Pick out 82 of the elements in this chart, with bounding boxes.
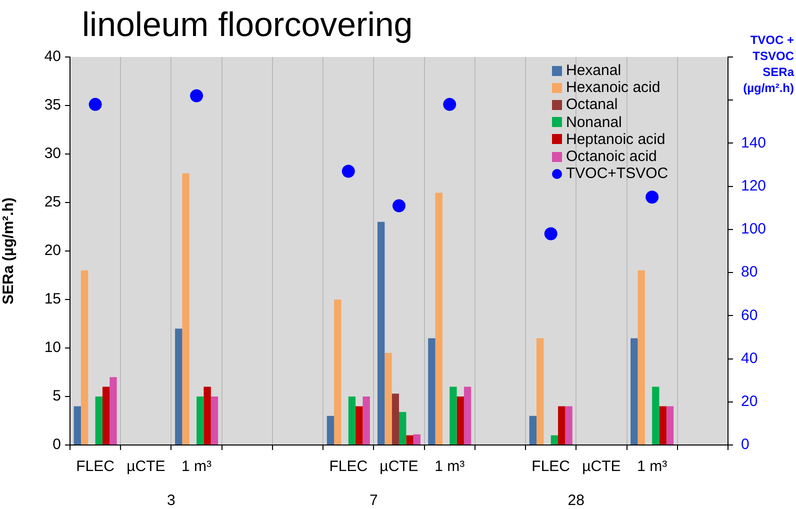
bar	[175, 328, 182, 444]
y2-tick-label: 100	[741, 220, 766, 238]
legend-label: Hexanoic acid	[566, 79, 660, 96]
y2-tick-label: 80	[741, 264, 758, 281]
bar	[362, 396, 370, 444]
bar	[326, 416, 334, 444]
bar	[384, 352, 392, 444]
legend-label: Octanoic acid	[566, 148, 657, 166]
bar	[210, 396, 218, 444]
bar	[630, 338, 638, 444]
x-tick-label: 1 m³	[434, 458, 465, 476]
y-axis-title: SERa (µg/m².h)	[0, 198, 18, 304]
y2-tick-label: 120	[741, 177, 766, 194]
y-tick-label: 15	[44, 290, 61, 308]
y-tick-label: 10	[44, 339, 61, 356]
bar	[74, 406, 81, 444]
legend-label: Octanal	[566, 96, 618, 114]
bar	[204, 386, 211, 444]
bar	[550, 435, 558, 444]
y2-tick-label: 60	[741, 306, 758, 324]
x-tick-label: FLEC	[76, 458, 115, 476]
text: 3	[167, 492, 176, 509]
chart-title: linoleum floorcovering	[82, 6, 413, 45]
bar	[464, 386, 472, 444]
bar	[80, 270, 88, 444]
bar	[392, 394, 399, 444]
bar	[406, 435, 414, 444]
bar	[348, 396, 356, 444]
bar	[413, 434, 421, 444]
bar	[638, 270, 645, 444]
point	[443, 98, 456, 111]
bar	[558, 406, 566, 444]
bar	[450, 386, 457, 444]
bar	[95, 396, 102, 444]
text: 28	[568, 492, 584, 509]
y-tick-label: 5	[52, 388, 61, 405]
y-tick-label: 35	[44, 96, 61, 114]
legend-label: Nonanal	[566, 114, 622, 131]
point	[342, 164, 355, 178]
text: 7	[370, 492, 378, 509]
legend-label: Hexanal	[566, 62, 622, 80]
bar	[666, 406, 674, 444]
legend-label: TVOC+TSVOC	[566, 165, 668, 182]
bar	[110, 377, 117, 444]
bar	[435, 192, 442, 444]
point	[392, 199, 406, 212]
x-tick-label: 1 m³	[637, 458, 668, 476]
y-tick-label: 30	[44, 145, 61, 162]
y-tick-label: 0	[52, 436, 61, 454]
point	[88, 98, 102, 111]
bar	[196, 396, 204, 444]
bar	[334, 300, 342, 444]
bar	[536, 338, 544, 444]
x-tick-label: FLEC	[329, 458, 368, 476]
bar	[428, 338, 436, 444]
bar	[529, 416, 537, 444]
bar	[659, 406, 666, 444]
point	[190, 89, 204, 102]
bar	[652, 386, 660, 444]
x-tick-label: µCTE	[582, 458, 621, 476]
y2-axis-title: TVOC + TSVOC SERa (µg/m².h)	[742, 32, 794, 96]
y2-tick-label: 40	[741, 350, 758, 367]
x-tick-label: 1 m³	[182, 458, 212, 476]
x-tick-label: µCTE	[380, 458, 418, 476]
x-tick-label: FLEC	[532, 458, 570, 476]
bar	[377, 222, 385, 444]
bar	[102, 386, 110, 444]
y-tick-label: 20	[44, 242, 61, 260]
bar	[456, 396, 464, 444]
y2-tick-label: 20	[741, 393, 758, 410]
y2-tick-label: 140	[741, 134, 766, 152]
bar	[182, 173, 190, 444]
bar	[356, 406, 363, 444]
point	[544, 227, 558, 240]
legend-label: Heptanoic acid	[566, 130, 666, 148]
bar	[565, 406, 572, 444]
y-tick-label: 40	[44, 48, 61, 66]
bar	[399, 412, 406, 444]
y-tick-label: 25	[44, 194, 61, 211]
x-tick-label: µCTE	[126, 458, 166, 476]
y2-tick-label: 0	[741, 436, 750, 454]
point	[646, 190, 659, 204]
